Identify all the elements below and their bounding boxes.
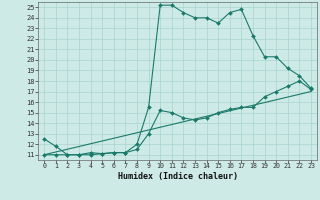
X-axis label: Humidex (Indice chaleur): Humidex (Indice chaleur) [118,172,238,181]
